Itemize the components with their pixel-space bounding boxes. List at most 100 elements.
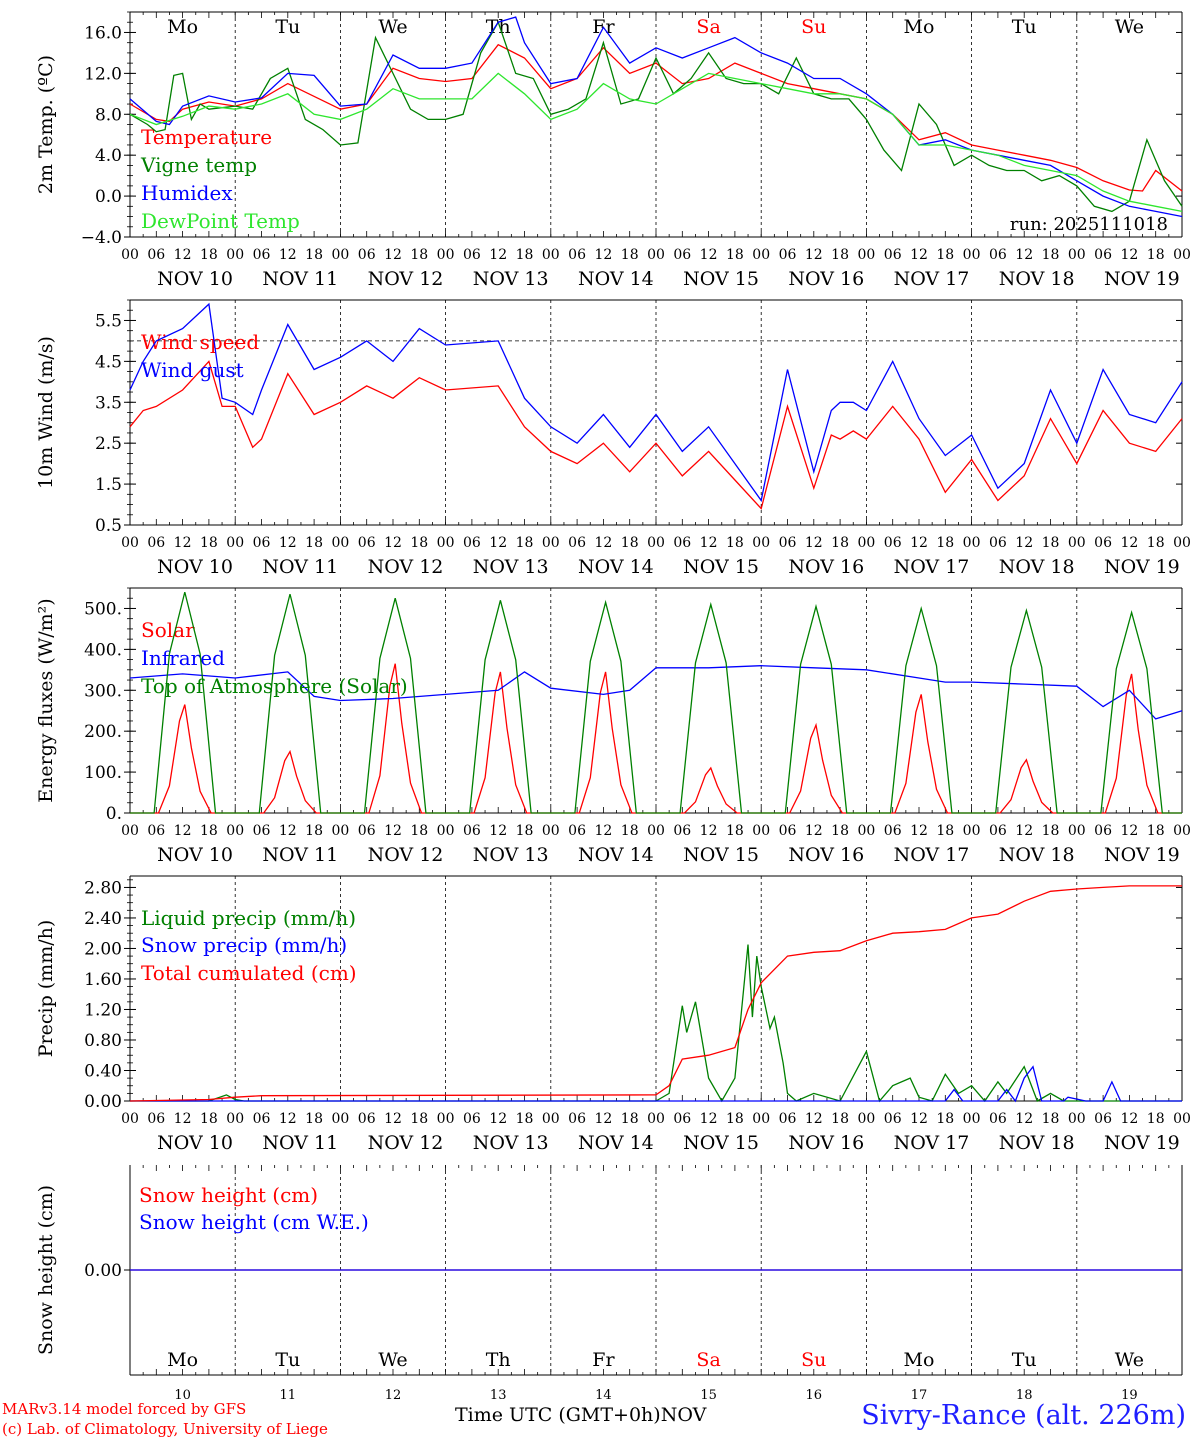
model-label: MARv3.14 model forced by GFS bbox=[2, 1400, 247, 1418]
y-tick-label: 0.0 bbox=[95, 187, 122, 207]
series-line-wind-gust bbox=[129, 302, 1183, 503]
day-number-label: 13 bbox=[490, 1388, 507, 1403]
hour-tick-label: 06 bbox=[253, 823, 271, 839]
y-tick-label: 1.5 bbox=[95, 475, 122, 495]
weekday-label: Tu bbox=[275, 1349, 300, 1371]
y-tick-label: 0. bbox=[106, 804, 122, 824]
hour-tick-label: 00 bbox=[857, 247, 875, 263]
y-tick-label: 0.00 bbox=[84, 1092, 122, 1112]
hour-tick-label: 00 bbox=[437, 247, 455, 263]
hour-tick-label: 18 bbox=[936, 535, 954, 551]
hour-tick-label: 18 bbox=[726, 823, 744, 839]
hour-tick-label: 12 bbox=[1120, 1111, 1138, 1127]
hour-tick-label: 06 bbox=[673, 535, 691, 551]
hour-tick-label: 00 bbox=[226, 247, 244, 263]
legend-label: Wind gust bbox=[141, 358, 244, 382]
hour-tick-label: 18 bbox=[621, 823, 639, 839]
hour-tick-label: 00 bbox=[752, 823, 770, 839]
hour-tick-label: 18 bbox=[410, 823, 428, 839]
hour-tick-label: 00 bbox=[331, 1111, 349, 1127]
date-label: NOV 18 bbox=[999, 556, 1075, 578]
hour-tick-label: 00 bbox=[647, 247, 665, 263]
date-label: NOV 11 bbox=[262, 844, 338, 866]
hour-tick-label: 06 bbox=[884, 823, 902, 839]
hour-tick-label: 12 bbox=[1015, 823, 1033, 839]
weekday-label: Tu bbox=[275, 16, 300, 38]
hour-tick-label: 12 bbox=[1120, 535, 1138, 551]
hour-tick-label: 18 bbox=[200, 823, 218, 839]
hour-tick-label: 06 bbox=[147, 535, 165, 551]
hour-tick-label: 00 bbox=[226, 1111, 244, 1127]
hour-tick-label: 06 bbox=[253, 247, 271, 263]
weekday-label: We bbox=[378, 16, 407, 38]
hour-tick-label: 12 bbox=[279, 247, 297, 263]
date-label: NOV 19 bbox=[1104, 268, 1180, 290]
legend-label: Total cumulated (cm) bbox=[141, 961, 357, 985]
hour-tick-label: 06 bbox=[989, 247, 1007, 263]
y-tick-label: −4.0 bbox=[81, 228, 122, 248]
hour-tick-label: 12 bbox=[174, 247, 192, 263]
hour-tick-label: 06 bbox=[673, 1111, 691, 1127]
hour-tick-label: 12 bbox=[279, 535, 297, 551]
series-line-wind-speed bbox=[129, 360, 1183, 510]
hour-tick-label: 18 bbox=[1042, 535, 1060, 551]
date-label: NOV 13 bbox=[473, 844, 549, 866]
hour-tick-label: 00 bbox=[857, 823, 875, 839]
date-label: NOV 11 bbox=[262, 1132, 338, 1154]
hour-tick-label: 12 bbox=[1015, 247, 1033, 263]
hour-tick-label: 18 bbox=[621, 247, 639, 263]
time-label: Time UTC (GMT+0h) bbox=[455, 1404, 661, 1426]
hour-tick-label: 06 bbox=[358, 535, 376, 551]
hour-tick-label: 06 bbox=[253, 535, 271, 551]
hour-tick-label: 18 bbox=[1147, 1111, 1165, 1127]
hour-tick-label: 12 bbox=[174, 535, 192, 551]
hour-tick-label: 06 bbox=[358, 1111, 376, 1127]
hour-tick-label: 00 bbox=[121, 247, 139, 263]
date-label: NOV 10 bbox=[157, 1132, 233, 1154]
weekday-label: Th bbox=[486, 1349, 511, 1371]
hour-tick-label: 00 bbox=[963, 535, 981, 551]
series-line-snow-precip-mm-h bbox=[130, 1065, 1182, 1103]
hour-tick-label: 00 bbox=[331, 823, 349, 839]
date-label: NOV 14 bbox=[578, 556, 654, 578]
hour-tick-label: 00 bbox=[647, 1111, 665, 1127]
hour-tick-label: 00 bbox=[226, 535, 244, 551]
hour-tick-label: 06 bbox=[463, 1111, 481, 1127]
footer-credits: MARv3.14 model forced by GFS (c) Lab. of… bbox=[2, 1399, 328, 1439]
hour-tick-label: 12 bbox=[489, 823, 507, 839]
hour-tick-label: 18 bbox=[1147, 823, 1165, 839]
time-axis-label: Time UTC (GMT+0h)NOV bbox=[455, 1404, 706, 1426]
hour-tick-label: 00 bbox=[963, 1111, 981, 1127]
date-label: NOV 15 bbox=[683, 556, 759, 578]
hour-tick-label: 06 bbox=[463, 247, 481, 263]
weekday-label: Tu bbox=[1012, 1349, 1037, 1371]
panel-5: 0.00 Snow height (cm) Mo Tu We Th Fr Sa Su Mo Tu We… bbox=[35, 1165, 1183, 1403]
hour-tick-label: 12 bbox=[594, 535, 612, 551]
hour-tick-label: 00 bbox=[752, 535, 770, 551]
date-label: NOV 17 bbox=[894, 844, 970, 866]
series-line-total-cumulated-cm bbox=[129, 885, 1182, 1102]
hour-tick-label: 00 bbox=[121, 535, 139, 551]
hour-tick-label: 06 bbox=[568, 247, 586, 263]
hour-tick-label: 00 bbox=[1173, 823, 1191, 839]
series-line-top-of-atmosphere-solar bbox=[130, 591, 1182, 814]
date-label: NOV 14 bbox=[578, 268, 654, 290]
hour-tick-label: 06 bbox=[358, 823, 376, 839]
hour-tick-label: 12 bbox=[805, 247, 823, 263]
hour-tick-label: 18 bbox=[1042, 1111, 1060, 1127]
y-tick-label: 2.80 bbox=[84, 878, 122, 898]
hour-tick-label: 00 bbox=[1068, 823, 1086, 839]
date-label: NOV 18 bbox=[999, 844, 1075, 866]
hour-tick-label: 06 bbox=[779, 247, 797, 263]
hour-tick-label: 18 bbox=[516, 823, 534, 839]
day-number-label: 11 bbox=[280, 1388, 297, 1403]
weekday-label: Tu bbox=[1012, 16, 1037, 38]
date-label: NOV 19 bbox=[1104, 1132, 1180, 1154]
date-label: NOV 16 bbox=[788, 268, 864, 290]
hour-tick-label: 12 bbox=[700, 535, 718, 551]
legend-label: Vigne temp bbox=[140, 153, 257, 177]
hour-tick-label: 12 bbox=[489, 247, 507, 263]
hour-tick-label: 18 bbox=[516, 247, 534, 263]
hour-tick-label: 18 bbox=[200, 535, 218, 551]
hour-tick-label: 12 bbox=[1015, 1111, 1033, 1127]
